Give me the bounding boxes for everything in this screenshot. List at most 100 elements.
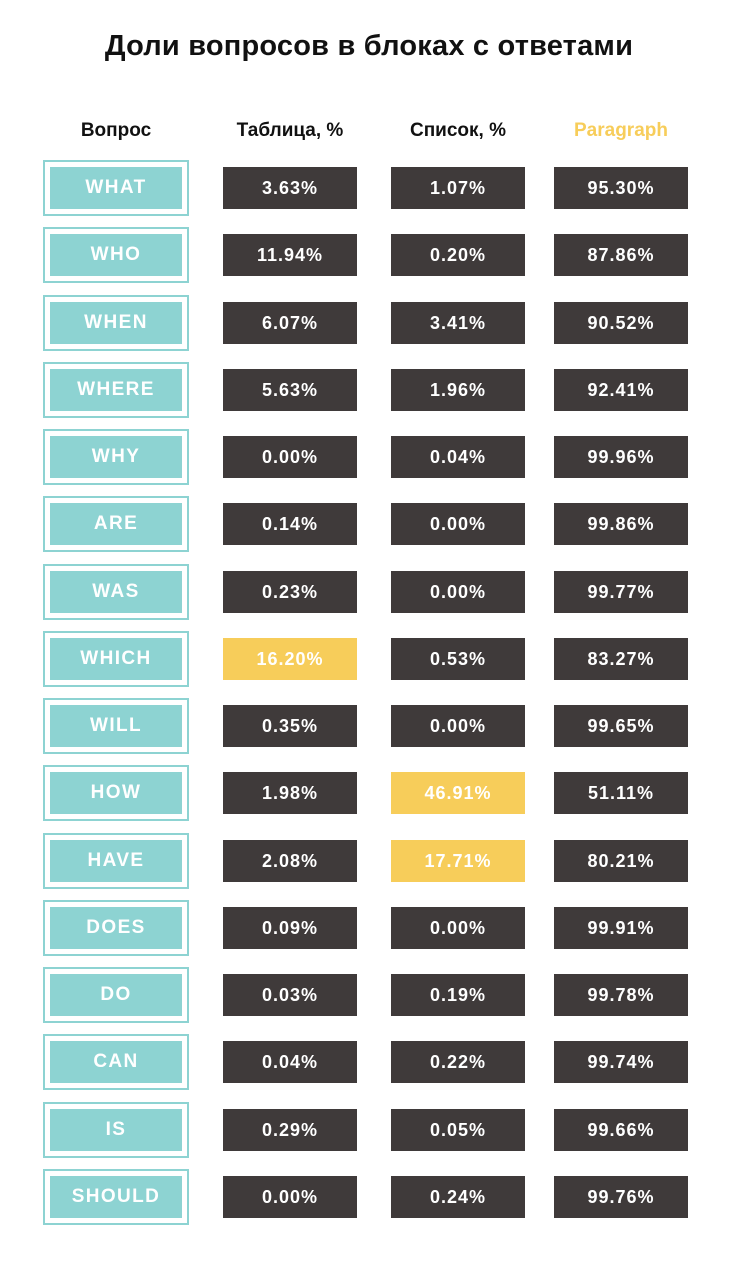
paragraph-share-cell: 80.21% — [554, 840, 688, 882]
list-share-cell: 0.53% — [391, 638, 525, 680]
list-share-cell: 0.00% — [391, 705, 525, 747]
question-cell: DO — [43, 967, 189, 1023]
paragraph-share-cell: 92.41% — [554, 369, 688, 411]
question-label: IS — [50, 1109, 182, 1151]
question-cell: IS — [43, 1102, 189, 1158]
question-cell: WAS — [43, 564, 189, 620]
question-label: HAVE — [50, 840, 182, 882]
paragraph-share-cell: 99.66% — [554, 1109, 688, 1151]
list-share-cell: 17.71% — [391, 840, 525, 882]
list-share-cell: 0.19% — [391, 974, 525, 1016]
question-cell: WILL — [43, 698, 189, 754]
question-label: WHY — [50, 436, 182, 478]
list-share-cell: 0.00% — [391, 571, 525, 613]
question-label: WAS — [50, 571, 182, 613]
list-share-cell: 0.20% — [391, 234, 525, 276]
list-share-cell: 3.41% — [391, 302, 525, 344]
question-label: ARE — [50, 503, 182, 545]
column-header-question: Вопрос — [80, 120, 152, 141]
list-share-cell: 0.04% — [391, 436, 525, 478]
question-label: WHAT — [50, 167, 182, 209]
table-row: WHAT 3.63% 1.07% 95.30% — [0, 160, 738, 216]
question-cell: DOES — [43, 900, 189, 956]
paragraph-share-cell: 90.52% — [554, 302, 688, 344]
question-cell: HOW — [43, 765, 189, 821]
question-label: WHERE — [50, 369, 182, 411]
table-row: WHY 0.00% 0.04% 99.96% — [0, 429, 738, 485]
table-row: DOES 0.09% 0.00% 99.91% — [0, 900, 738, 956]
paragraph-share-cell: 99.74% — [554, 1041, 688, 1083]
table-share-cell: 2.08% — [223, 840, 357, 882]
table-share-cell: 11.94% — [223, 234, 357, 276]
question-cell: WHY — [43, 429, 189, 485]
question-label: WHEN — [50, 302, 182, 344]
column-header-table: Таблица, % — [236, 120, 344, 141]
table-row: SHOULD 0.00% 0.24% 99.76% — [0, 1169, 738, 1225]
question-label: DO — [50, 974, 182, 1016]
table-row: WHERE 5.63% 1.96% 92.41% — [0, 362, 738, 418]
table-row: HAVE 2.08% 17.71% 80.21% — [0, 833, 738, 889]
list-share-cell: 0.00% — [391, 907, 525, 949]
paragraph-share-cell: 99.91% — [554, 907, 688, 949]
table-row: WHICH 16.20% 0.53% 83.27% — [0, 631, 738, 687]
table-share-cell: 6.07% — [223, 302, 357, 344]
table-row: WHO 11.94% 0.20% 87.86% — [0, 227, 738, 283]
page-title: Доли вопросов в блоках с ответами — [104, 30, 634, 62]
question-cell: CAN — [43, 1034, 189, 1090]
paragraph-share-cell: 95.30% — [554, 167, 688, 209]
table-share-cell: 16.20% — [223, 638, 357, 680]
table-share-cell: 0.09% — [223, 907, 357, 949]
table-share-cell: 0.29% — [223, 1109, 357, 1151]
list-share-cell: 0.24% — [391, 1176, 525, 1218]
question-cell: ARE — [43, 496, 189, 552]
question-cell: WHICH — [43, 631, 189, 687]
table-row: WILL 0.35% 0.00% 99.65% — [0, 698, 738, 754]
column-header-list: Список, % — [409, 120, 506, 141]
table-share-cell: 0.03% — [223, 974, 357, 1016]
list-share-cell: 0.05% — [391, 1109, 525, 1151]
table-row: IS 0.29% 0.05% 99.66% — [0, 1102, 738, 1158]
table-share-cell: 1.98% — [223, 772, 357, 814]
question-cell: WHERE — [43, 362, 189, 418]
question-label: CAN — [50, 1041, 182, 1083]
paragraph-share-cell: 99.76% — [554, 1176, 688, 1218]
table-row: DO 0.03% 0.19% 99.78% — [0, 967, 738, 1023]
table-row: WHEN 6.07% 3.41% 90.52% — [0, 295, 738, 351]
table-share-cell: 3.63% — [223, 167, 357, 209]
paragraph-share-cell: 99.86% — [554, 503, 688, 545]
paragraph-share-cell: 99.78% — [554, 974, 688, 1016]
paragraph-share-cell: 51.11% — [554, 772, 688, 814]
question-label: HOW — [50, 772, 182, 814]
question-label: DOES — [50, 907, 182, 949]
table-row: ARE 0.14% 0.00% 99.86% — [0, 496, 738, 552]
table-share-cell: 5.63% — [223, 369, 357, 411]
paragraph-share-cell: 87.86% — [554, 234, 688, 276]
paragraph-share-cell: 99.96% — [554, 436, 688, 478]
paragraph-share-cell: 99.65% — [554, 705, 688, 747]
list-share-cell: 1.96% — [391, 369, 525, 411]
question-cell: SHOULD — [43, 1169, 189, 1225]
question-label: WILL — [50, 705, 182, 747]
table-share-cell: 0.04% — [223, 1041, 357, 1083]
list-share-cell: 0.00% — [391, 503, 525, 545]
question-cell: WHO — [43, 227, 189, 283]
table-share-cell: 0.23% — [223, 571, 357, 613]
table-row: HOW 1.98% 46.91% 51.11% — [0, 765, 738, 821]
table-row: CAN 0.04% 0.22% 99.74% — [0, 1034, 738, 1090]
question-label: WHICH — [50, 638, 182, 680]
table-share-cell: 0.00% — [223, 436, 357, 478]
table-share-cell: 0.00% — [223, 1176, 357, 1218]
list-share-cell: 46.91% — [391, 772, 525, 814]
paragraph-share-cell: 99.77% — [554, 571, 688, 613]
table-row: WAS 0.23% 0.00% 99.77% — [0, 564, 738, 620]
question-label: SHOULD — [50, 1176, 182, 1218]
list-share-cell: 1.07% — [391, 167, 525, 209]
question-cell: WHAT — [43, 160, 189, 216]
paragraph-share-cell: 83.27% — [554, 638, 688, 680]
table-share-cell: 0.14% — [223, 503, 357, 545]
question-label: WHO — [50, 234, 182, 276]
table-share-cell: 0.35% — [223, 705, 357, 747]
question-cell: HAVE — [43, 833, 189, 889]
list-share-cell: 0.22% — [391, 1041, 525, 1083]
question-cell: WHEN — [43, 295, 189, 351]
